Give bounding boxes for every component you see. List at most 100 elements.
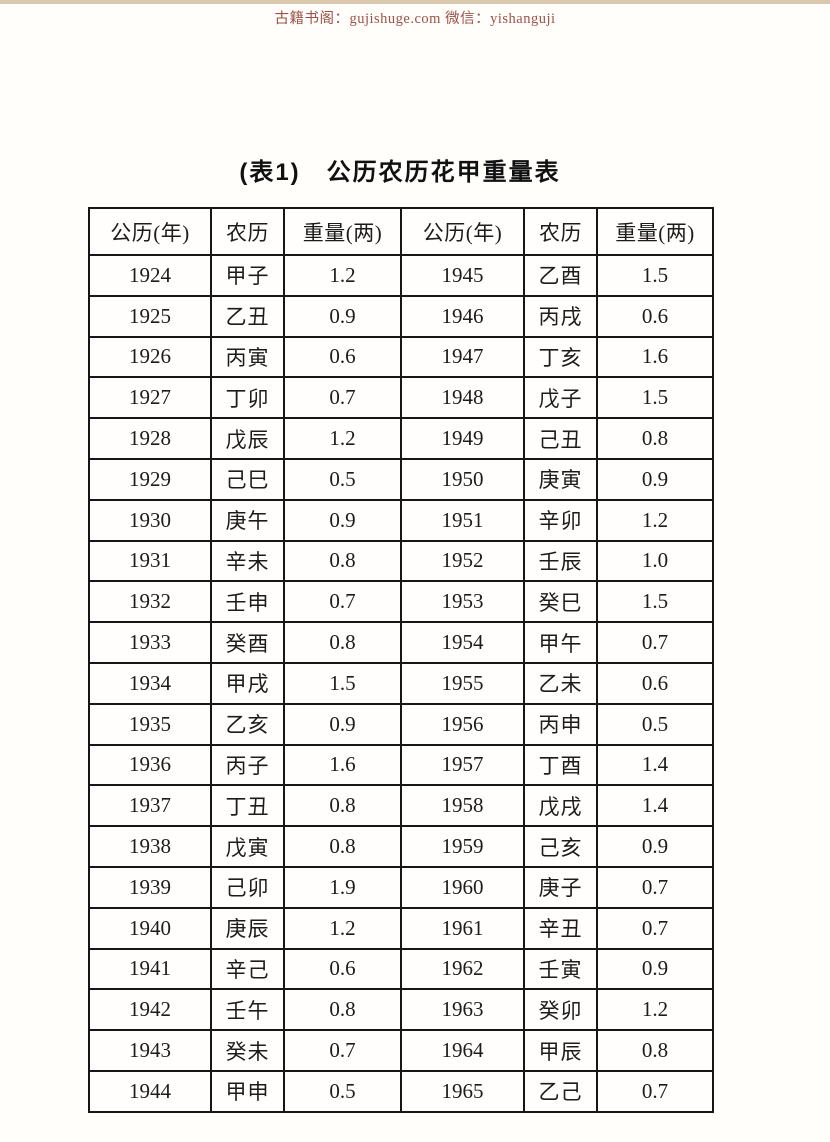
table-cell: 1959 <box>400 825 525 868</box>
table-cell: 0.9 <box>283 294 402 338</box>
table-cell: 1.5 <box>596 580 714 624</box>
table-cell: 1961 <box>400 906 525 950</box>
table-cell: 甲辰 <box>523 1029 598 1072</box>
table-cell: 乙未 <box>523 661 598 705</box>
table-cell: 辛卯 <box>523 498 598 542</box>
table-cell: 辛丑 <box>523 906 598 950</box>
table-cell: 1934 <box>88 661 212 705</box>
table-cell: 己卯 <box>210 865 285 909</box>
table-cell: 辛己 <box>210 947 285 991</box>
header-cell-weight-left: 重量(两) <box>283 207 402 256</box>
table-cell: 1943 <box>88 1029 212 1072</box>
table-row: 1943 癸未 0.7 1964 甲辰 0.8 <box>88 1029 714 1072</box>
table-cell: 1965 <box>400 1069 525 1113</box>
table-cell: 1937 <box>88 784 212 828</box>
table-cell: 0.8 <box>283 539 402 583</box>
header-cell-gregorian-year-right: 公历(年) <box>400 207 525 256</box>
table-row: 1933 癸酉 0.8 1954 甲午 0.7 <box>88 621 714 664</box>
header-cell-lunar-left: 农历 <box>210 207 285 256</box>
table-cell: 1.6 <box>283 743 402 787</box>
table-cell: 壬辰 <box>523 539 598 583</box>
table-cell: 丙寅 <box>210 335 285 379</box>
table-cell: 0.7 <box>596 906 714 950</box>
table-cell: 壬寅 <box>523 947 598 991</box>
page-top-edge-strip <box>0 0 830 4</box>
table-cell: 庚寅 <box>523 457 598 501</box>
table-cell: 1950 <box>400 457 525 501</box>
table-cell: 庚午 <box>210 498 285 542</box>
table-cell: 0.5 <box>283 457 402 501</box>
table-cell: 1963 <box>400 988 525 1032</box>
table-cell: 壬午 <box>210 988 285 1032</box>
table-cell: 1.0 <box>596 539 714 583</box>
table-cell: 0.9 <box>283 702 402 746</box>
table-cell: 庚辰 <box>210 906 285 950</box>
table-cell: 己巳 <box>210 457 285 501</box>
table-cell: 1.5 <box>596 376 714 420</box>
table-cell: 庚子 <box>523 865 598 909</box>
table-cell: 1942 <box>88 988 212 1032</box>
table-cell: 辛未 <box>210 539 285 583</box>
table-cell: 1930 <box>88 498 212 542</box>
table-cell: 1.6 <box>596 335 714 379</box>
table-cell: 1956 <box>400 702 525 746</box>
table-cell: 0.7 <box>596 1069 714 1113</box>
table-row: 1936 丙子 1.6 1957 丁酉 1.4 <box>88 743 714 787</box>
table-cell: 1957 <box>400 743 525 787</box>
table-cell: 1929 <box>88 457 212 501</box>
header-cell-gregorian-year-left: 公历(年) <box>88 207 212 256</box>
table-cell: 1926 <box>88 335 212 379</box>
table-cell: 1952 <box>400 539 525 583</box>
table-cell: 1964 <box>400 1029 525 1072</box>
table-cell: 1955 <box>400 661 525 705</box>
table-cell: 1949 <box>400 417 525 460</box>
table-cell: 0.9 <box>596 457 714 501</box>
table-cell: 0.8 <box>596 417 714 460</box>
table-cell: 甲子 <box>210 254 285 297</box>
table-row: 1944 甲申 0.5 1965 乙己 0.7 <box>88 1069 714 1113</box>
table-cell: 0.8 <box>283 784 402 828</box>
table-row: 1924 甲子 1.2 1945 乙酉 1.5 <box>88 254 714 297</box>
table-cell: 0.7 <box>596 621 714 664</box>
table-row: 1938 戊寅 0.8 1959 己亥 0.9 <box>88 825 714 868</box>
table-cell: 0.7 <box>283 376 402 420</box>
table-cell: 1938 <box>88 825 212 868</box>
table-cell: 壬申 <box>210 580 285 624</box>
table-cell: 1936 <box>88 743 212 787</box>
table-cell: 乙己 <box>523 1069 598 1113</box>
table-cell: 1948 <box>400 376 525 420</box>
table-cell: 1.5 <box>596 254 714 297</box>
table-cell: 1944 <box>88 1069 212 1113</box>
table-cell: 1958 <box>400 784 525 828</box>
table-cell: 丁酉 <box>523 743 598 787</box>
table-row: 1940 庚辰 1.2 1961 辛丑 0.7 <box>88 906 714 950</box>
table-cell: 1931 <box>88 539 212 583</box>
table-row: 1942 壬午 0.8 1963 癸卯 1.2 <box>88 988 714 1032</box>
table-cell: 1947 <box>400 335 525 379</box>
table-cell: 1960 <box>400 865 525 909</box>
watermark-text: 古籍书阁：gujishuge.com 微信：yishanguji <box>274 11 556 27</box>
table-cell: 0.7 <box>596 865 714 909</box>
table-cell: 甲午 <box>523 621 598 664</box>
table-cell: 1.2 <box>283 906 402 950</box>
table-cell: 0.5 <box>596 702 714 746</box>
table-cell: 戊辰 <box>210 417 285 460</box>
table-cell: 1932 <box>88 580 212 624</box>
table-cell: 0.6 <box>596 294 714 338</box>
table-cell: 0.8 <box>283 621 402 664</box>
table-row: 1937 丁丑 0.8 1958 戊戌 1.4 <box>88 784 714 828</box>
table-cell: 0.9 <box>283 498 402 542</box>
table-row: 1934 甲戌 1.5 1955 乙未 0.6 <box>88 661 714 705</box>
header-cell-lunar-right: 农历 <box>523 207 598 256</box>
table-cell: 0.5 <box>283 1069 402 1113</box>
table-row: 1925 乙丑 0.9 1946 丙戌 0.6 <box>88 294 714 338</box>
table-cell: 1946 <box>400 294 525 338</box>
table-cell: 乙亥 <box>210 702 285 746</box>
table-cell: 戊子 <box>523 376 598 420</box>
table-cell: 1.4 <box>596 743 714 787</box>
table-cell: 1925 <box>88 294 212 338</box>
table-cell: 1951 <box>400 498 525 542</box>
table-cell: 丙申 <box>523 702 598 746</box>
table-cell: 0.7 <box>283 580 402 624</box>
